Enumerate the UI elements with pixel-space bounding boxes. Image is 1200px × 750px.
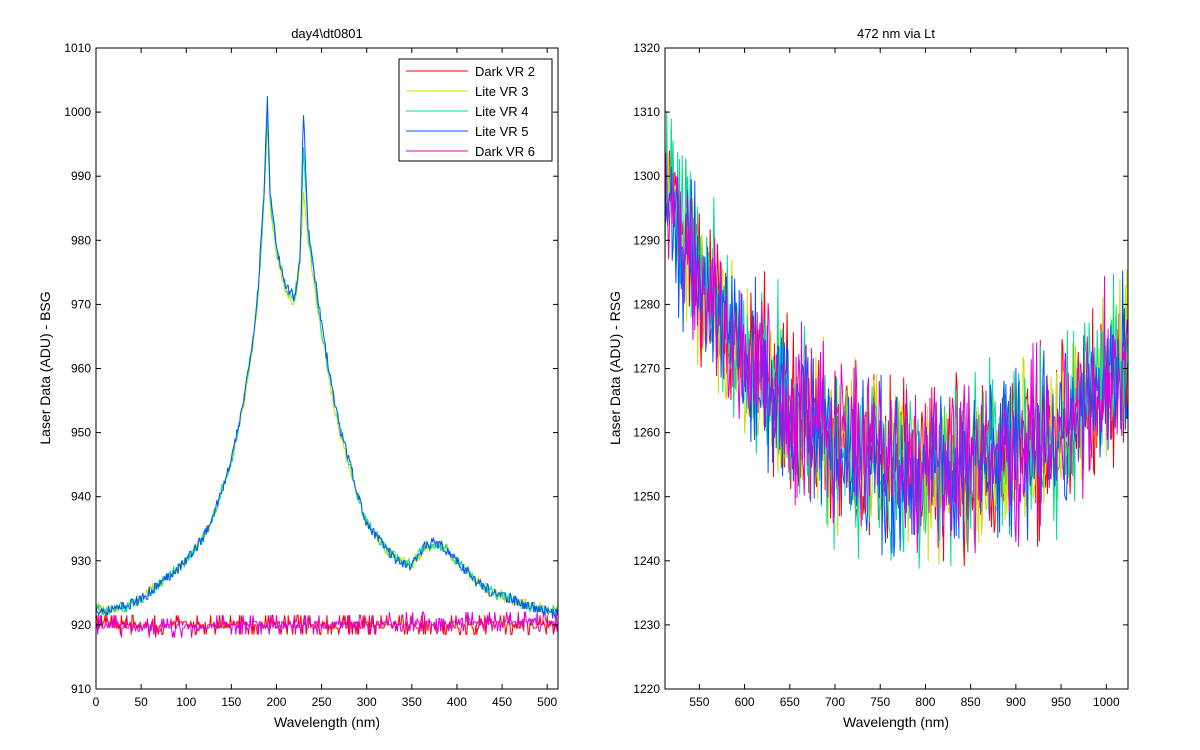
left-x-tick-label: 0 <box>93 695 100 709</box>
right-x-tick-label: 950 <box>1051 695 1071 709</box>
right-y-tick-label: 1230 <box>633 618 660 632</box>
left-x-tick-label: 300 <box>357 695 377 709</box>
left-x-tick-label: 100 <box>176 695 196 709</box>
left-x-axis-label: Wavelength (nm) <box>274 714 380 730</box>
left-series-line-4 <box>96 96 558 619</box>
left-x-tick-label: 450 <box>492 695 512 709</box>
right-y-tick-label: 1270 <box>633 362 660 376</box>
right-x-tick-label: 550 <box>689 695 709 709</box>
right-chart-title: 472 nm via Lt <box>857 26 935 41</box>
left-y-tick-label: 1010 <box>64 41 91 55</box>
right-x-axis-label: Wavelength (nm) <box>843 714 949 730</box>
left-chart-panel: 0 50 100 150 200 250 300 350 400 450 500 910 920 930 9… <box>37 26 559 730</box>
left-x-tick-label: 500 <box>537 695 557 709</box>
left-y-tick-label: 990 <box>71 169 91 183</box>
right-series-layer <box>665 110 1128 569</box>
legend: Dark VR 2 Lite VR 3 Lite VR 4 Lite VR 5 Dark… <box>398 58 553 162</box>
right-x-tick-label: 1000 <box>1093 695 1120 709</box>
left-y-tick-label: 910 <box>71 682 91 696</box>
right-series-line-5 <box>665 153 1128 554</box>
left-chart-title: day4\dt0801 <box>291 26 363 41</box>
right-x-tick-label: 850 <box>961 695 981 709</box>
left-x-tick-label: 50 <box>134 695 148 709</box>
left-series-line-5 <box>96 611 558 638</box>
left-series-layer <box>96 96 558 638</box>
right-y-tick-label: 1320 <box>633 41 660 55</box>
right-x-tick-label: 700 <box>825 695 845 709</box>
right-y-tick-label: 1280 <box>633 297 660 311</box>
right-x-tick-label: 650 <box>780 695 800 709</box>
left-y-tick-label: 940 <box>71 490 91 504</box>
right-x-tick-label: 900 <box>1006 695 1026 709</box>
legend-label-1: Dark VR 2 <box>475 64 535 79</box>
right-x-tick-label: 800 <box>915 695 935 709</box>
right-y-tick-label: 1260 <box>633 426 660 440</box>
left-series-line-1 <box>96 614 558 635</box>
left-y-axis-label: Laser Data (ADU) - BSG <box>37 291 53 444</box>
right-y-tick-label: 1300 <box>633 169 660 183</box>
left-y-tick-label: 950 <box>71 426 91 440</box>
right-x-tick-label: 600 <box>735 695 755 709</box>
legend-box <box>398 58 553 162</box>
right-y-tick-label: 1250 <box>633 490 660 504</box>
left-y-tick-label: 930 <box>71 554 91 568</box>
right-y-axis-label: Laser Data (ADU) - RSG <box>607 291 623 445</box>
left-x-tick-label: 350 <box>402 695 422 709</box>
right-ticks: 550 600 650 700 750 800 850 900 950 1000 1220 1230 1… <box>633 41 1128 709</box>
right-y-tick-label: 1290 <box>633 233 660 247</box>
legend-label-3: Lite VR 4 <box>475 104 528 119</box>
legend-label-5: Dark VR 6 <box>475 144 535 159</box>
left-y-tick-label: 970 <box>71 297 91 311</box>
right-y-tick-label: 1310 <box>633 105 660 119</box>
legend-label-4: Lite VR 5 <box>475 124 528 139</box>
right-chart-panel: 550 600 650 700 750 800 850 900 950 1000 1220 1230 1… <box>607 26 1129 730</box>
right-x-tick-label: 750 <box>870 695 890 709</box>
left-x-tick-label: 400 <box>447 695 467 709</box>
legend-label-2: Lite VR 3 <box>475 84 528 99</box>
right-y-tick-label: 1220 <box>633 682 660 696</box>
left-y-tick-label: 960 <box>71 362 91 376</box>
left-x-tick-label: 250 <box>312 695 332 709</box>
left-y-tick-label: 980 <box>71 233 91 247</box>
right-y-tick-label: 1240 <box>633 554 660 568</box>
left-x-tick-label: 150 <box>221 695 241 709</box>
left-y-tick-label: 1000 <box>64 105 91 119</box>
left-ticks: 0 50 100 150 200 250 300 350 400 450 500 910 920 930 9… <box>64 41 558 709</box>
left-x-tick-label: 200 <box>266 695 286 709</box>
left-y-tick-label: 920 <box>71 618 91 632</box>
